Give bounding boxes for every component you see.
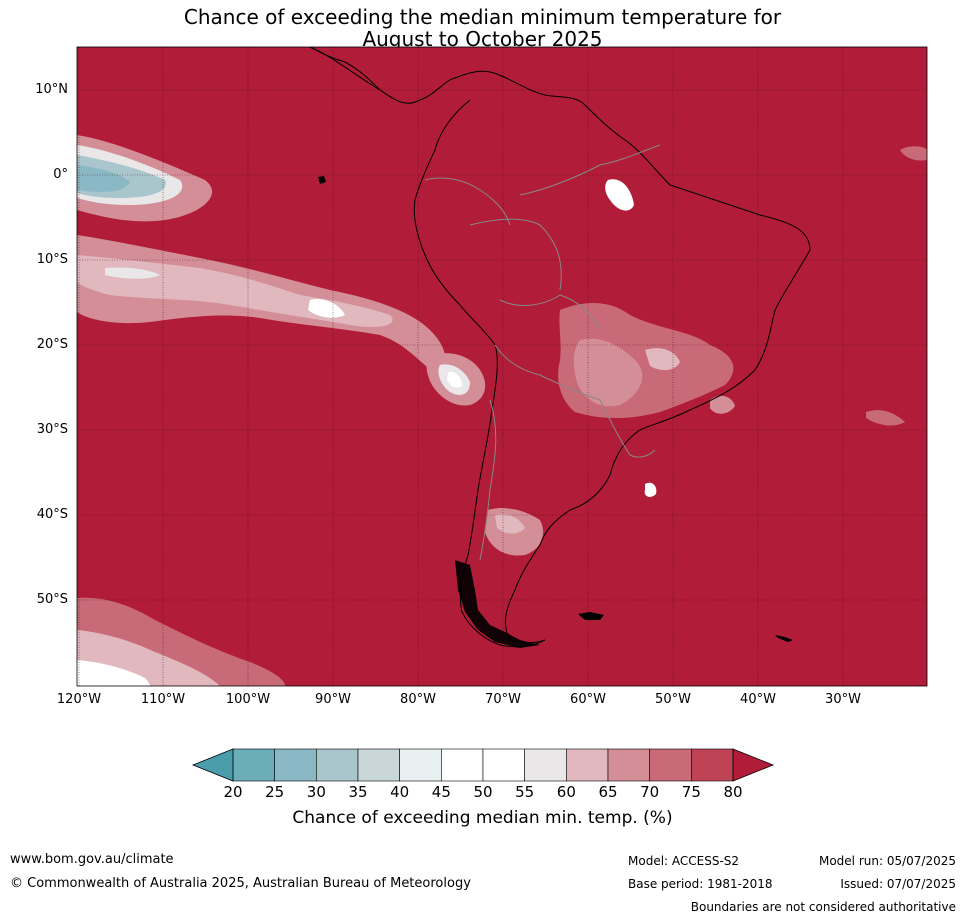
colorbar-segment xyxy=(691,748,734,782)
colorbar-segment xyxy=(357,748,400,782)
country-borders xyxy=(424,144,661,561)
lon-label-40w: 40°W xyxy=(740,692,776,707)
colorbar-tick-label: 55 xyxy=(515,783,535,801)
colorbar-segment xyxy=(274,748,317,782)
footer-model: Model: ACCESS-S2 xyxy=(628,854,740,868)
colorbar-tick-label: 80 xyxy=(723,783,743,801)
anomaly-region-off-chile xyxy=(447,371,462,388)
lat-label-50s: 50°S xyxy=(36,592,68,607)
lon-label-100w: 100°W xyxy=(225,692,271,707)
colorbar-segment xyxy=(566,748,609,782)
colorbar-tick-label: 60 xyxy=(556,783,576,801)
anomaly-region-pacific-equator-small xyxy=(900,146,927,161)
colorbar-high-extend xyxy=(732,748,775,782)
lat-label-10s: 10°S xyxy=(36,252,68,267)
lat-label-20s: 20°S xyxy=(36,337,68,352)
graticule xyxy=(77,47,927,686)
colorbar-segments xyxy=(232,748,734,782)
lon-label-50w: 50°W xyxy=(655,692,691,707)
lat-label-0: 0° xyxy=(53,167,68,182)
anomaly-region-south-atlantic xyxy=(710,395,735,414)
lon-label-120w: 120°W xyxy=(56,692,102,707)
colorbar-tick-label: 35 xyxy=(348,783,368,801)
lat-label-30s: 30°S xyxy=(36,422,68,437)
footer-model-run: Model run: 05/07/2025 xyxy=(818,854,956,868)
colorbar-segment xyxy=(399,748,442,782)
anomaly-region-pacific-equator xyxy=(77,165,130,192)
colorbar-tick-label: 20 xyxy=(223,783,243,801)
colorbar-tick-label: 30 xyxy=(306,783,326,801)
lat-label-10n: 10°N xyxy=(35,82,68,97)
lon-label-70w: 70°W xyxy=(485,692,521,707)
central-america-coastline xyxy=(309,47,381,91)
lon-label-80w: 80°W xyxy=(400,692,436,707)
anomaly-region-pacific-south xyxy=(105,267,160,279)
colorbar-segment xyxy=(316,748,359,782)
tierra-del-fuego-archipelago xyxy=(455,560,540,648)
chart-title-line1: Chance of exceeding the median minimum t… xyxy=(183,5,782,29)
anomaly-region-pacific-south xyxy=(308,299,345,318)
anomaly-region-amazon-spot xyxy=(605,179,634,211)
colorbar-tick-label: 70 xyxy=(640,783,660,801)
footer-base-period: Base period: 1981-2018 xyxy=(628,877,773,891)
island-south-georgia xyxy=(775,635,793,642)
anomaly-region-central-south-america xyxy=(645,348,680,371)
colorbar-segment xyxy=(482,748,525,782)
south-america-coastline xyxy=(309,47,811,648)
footer-copyright: © Commonwealth of Australia 2025, Austra… xyxy=(10,876,471,891)
colorbar-segment xyxy=(524,748,567,782)
anomaly-region-south-atlantic xyxy=(866,410,905,426)
island-galapagos xyxy=(318,176,326,184)
anomaly-region-central-south-america xyxy=(573,338,643,407)
colorbar-tick-label: 40 xyxy=(390,783,410,801)
colorbar-tick-label: 45 xyxy=(431,783,451,801)
anomaly-region-south-pacific xyxy=(77,660,150,686)
lat-label-40s: 40°S xyxy=(36,507,68,522)
colorbar-tick-label: 65 xyxy=(598,783,618,801)
chart-title-line2: August to October 2025 xyxy=(362,27,603,51)
lon-label-60w: 60°W xyxy=(570,692,606,707)
colorbar-tick-label: 25 xyxy=(265,783,285,801)
footer-issued: Issued: 07/07/2025 xyxy=(840,877,956,891)
island-falklands xyxy=(578,612,604,620)
footer-url[interactable]: www.bom.gov.au/climate xyxy=(10,852,174,867)
lon-label-30w: 30°W xyxy=(825,692,861,707)
colorbar-low-extend xyxy=(191,748,234,782)
anomaly-region-patagonia xyxy=(495,514,525,534)
colorbar-segment xyxy=(232,748,275,782)
lon-label-110w: 110°W xyxy=(140,692,186,707)
map-frame xyxy=(76,46,928,687)
footer-disclaimer: Boundaries are not considered authoritat… xyxy=(690,900,956,914)
colorbar-segment xyxy=(607,748,650,782)
colorbar-tick-label: 50 xyxy=(473,783,493,801)
map-background xyxy=(77,47,927,686)
colorbar-segment xyxy=(441,748,484,782)
anomaly-region-uruguay xyxy=(644,482,657,497)
colorbar-segment xyxy=(649,748,692,782)
colorbar-label: Chance of exceeding median min. temp. (%… xyxy=(292,808,673,828)
colorbar-tick-label: 75 xyxy=(681,783,701,801)
lon-label-90w: 90°W xyxy=(315,692,351,707)
